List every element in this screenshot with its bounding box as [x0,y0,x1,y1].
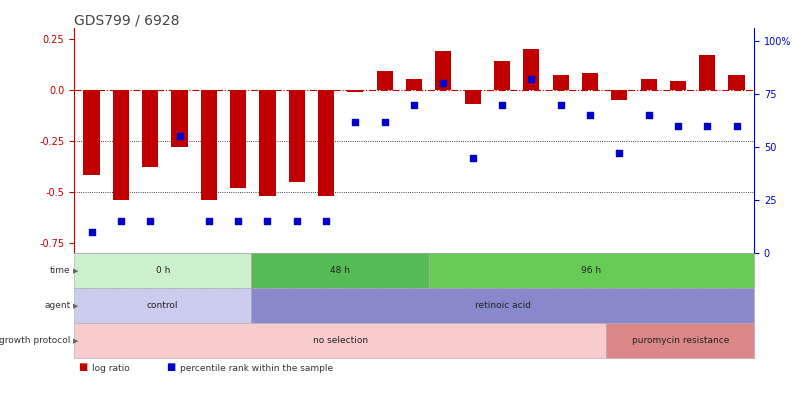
Point [202,218,215,224]
Point [290,218,303,224]
Bar [347,90,363,92]
Bar [464,90,480,104]
Text: percentile rank within the sample: percentile rank within the sample [180,364,332,373]
Bar [728,75,744,90]
Bar [552,75,568,90]
Bar [640,79,656,90]
Point [261,218,274,224]
Point [378,118,391,125]
Text: no selection: no selection [312,337,367,345]
Text: GDS799 / 6928: GDS799 / 6928 [74,13,179,27]
Point [700,123,713,129]
Text: retinoic acid: retinoic acid [475,301,530,310]
Point [642,112,654,119]
Point [466,154,479,161]
Point [320,218,332,224]
Text: log ratio: log ratio [92,364,129,373]
Bar [142,90,158,167]
Text: ▶: ▶ [73,338,79,344]
Text: puromycin resistance: puromycin resistance [630,337,728,345]
Text: ▶: ▶ [73,303,79,309]
Text: ■: ■ [78,362,88,373]
Bar [171,90,187,147]
Bar [493,61,509,90]
Text: growth protocol: growth protocol [0,337,71,345]
Bar [84,90,100,175]
Bar [610,90,626,100]
Point [671,123,683,129]
Bar [434,51,450,90]
Point [729,123,742,129]
Bar [230,90,246,188]
Text: ▶: ▶ [73,268,79,274]
Point [407,101,420,108]
Text: 48 h: 48 h [330,266,349,275]
Bar [406,79,422,90]
Text: 0 h: 0 h [155,266,169,275]
Point [524,76,537,83]
Point [436,80,449,87]
Bar [377,71,393,90]
Point [349,118,361,125]
Bar [318,90,334,196]
Bar [288,90,304,181]
Point [553,101,566,108]
Text: agent: agent [44,301,71,310]
Point [173,133,185,140]
Point [85,229,98,235]
Point [144,218,157,224]
Text: ■: ■ [166,362,176,373]
Text: control: control [147,301,178,310]
Point [114,218,127,224]
Bar [201,90,217,200]
Bar [699,55,715,90]
Text: 96 h: 96 h [581,266,601,275]
Point [231,218,244,224]
Point [495,101,507,108]
Bar [523,49,539,90]
Text: time: time [50,266,71,275]
Bar [669,81,685,90]
Bar [581,73,597,90]
Bar [112,90,128,200]
Point [612,150,625,157]
Bar [259,90,275,196]
Point [583,112,596,119]
